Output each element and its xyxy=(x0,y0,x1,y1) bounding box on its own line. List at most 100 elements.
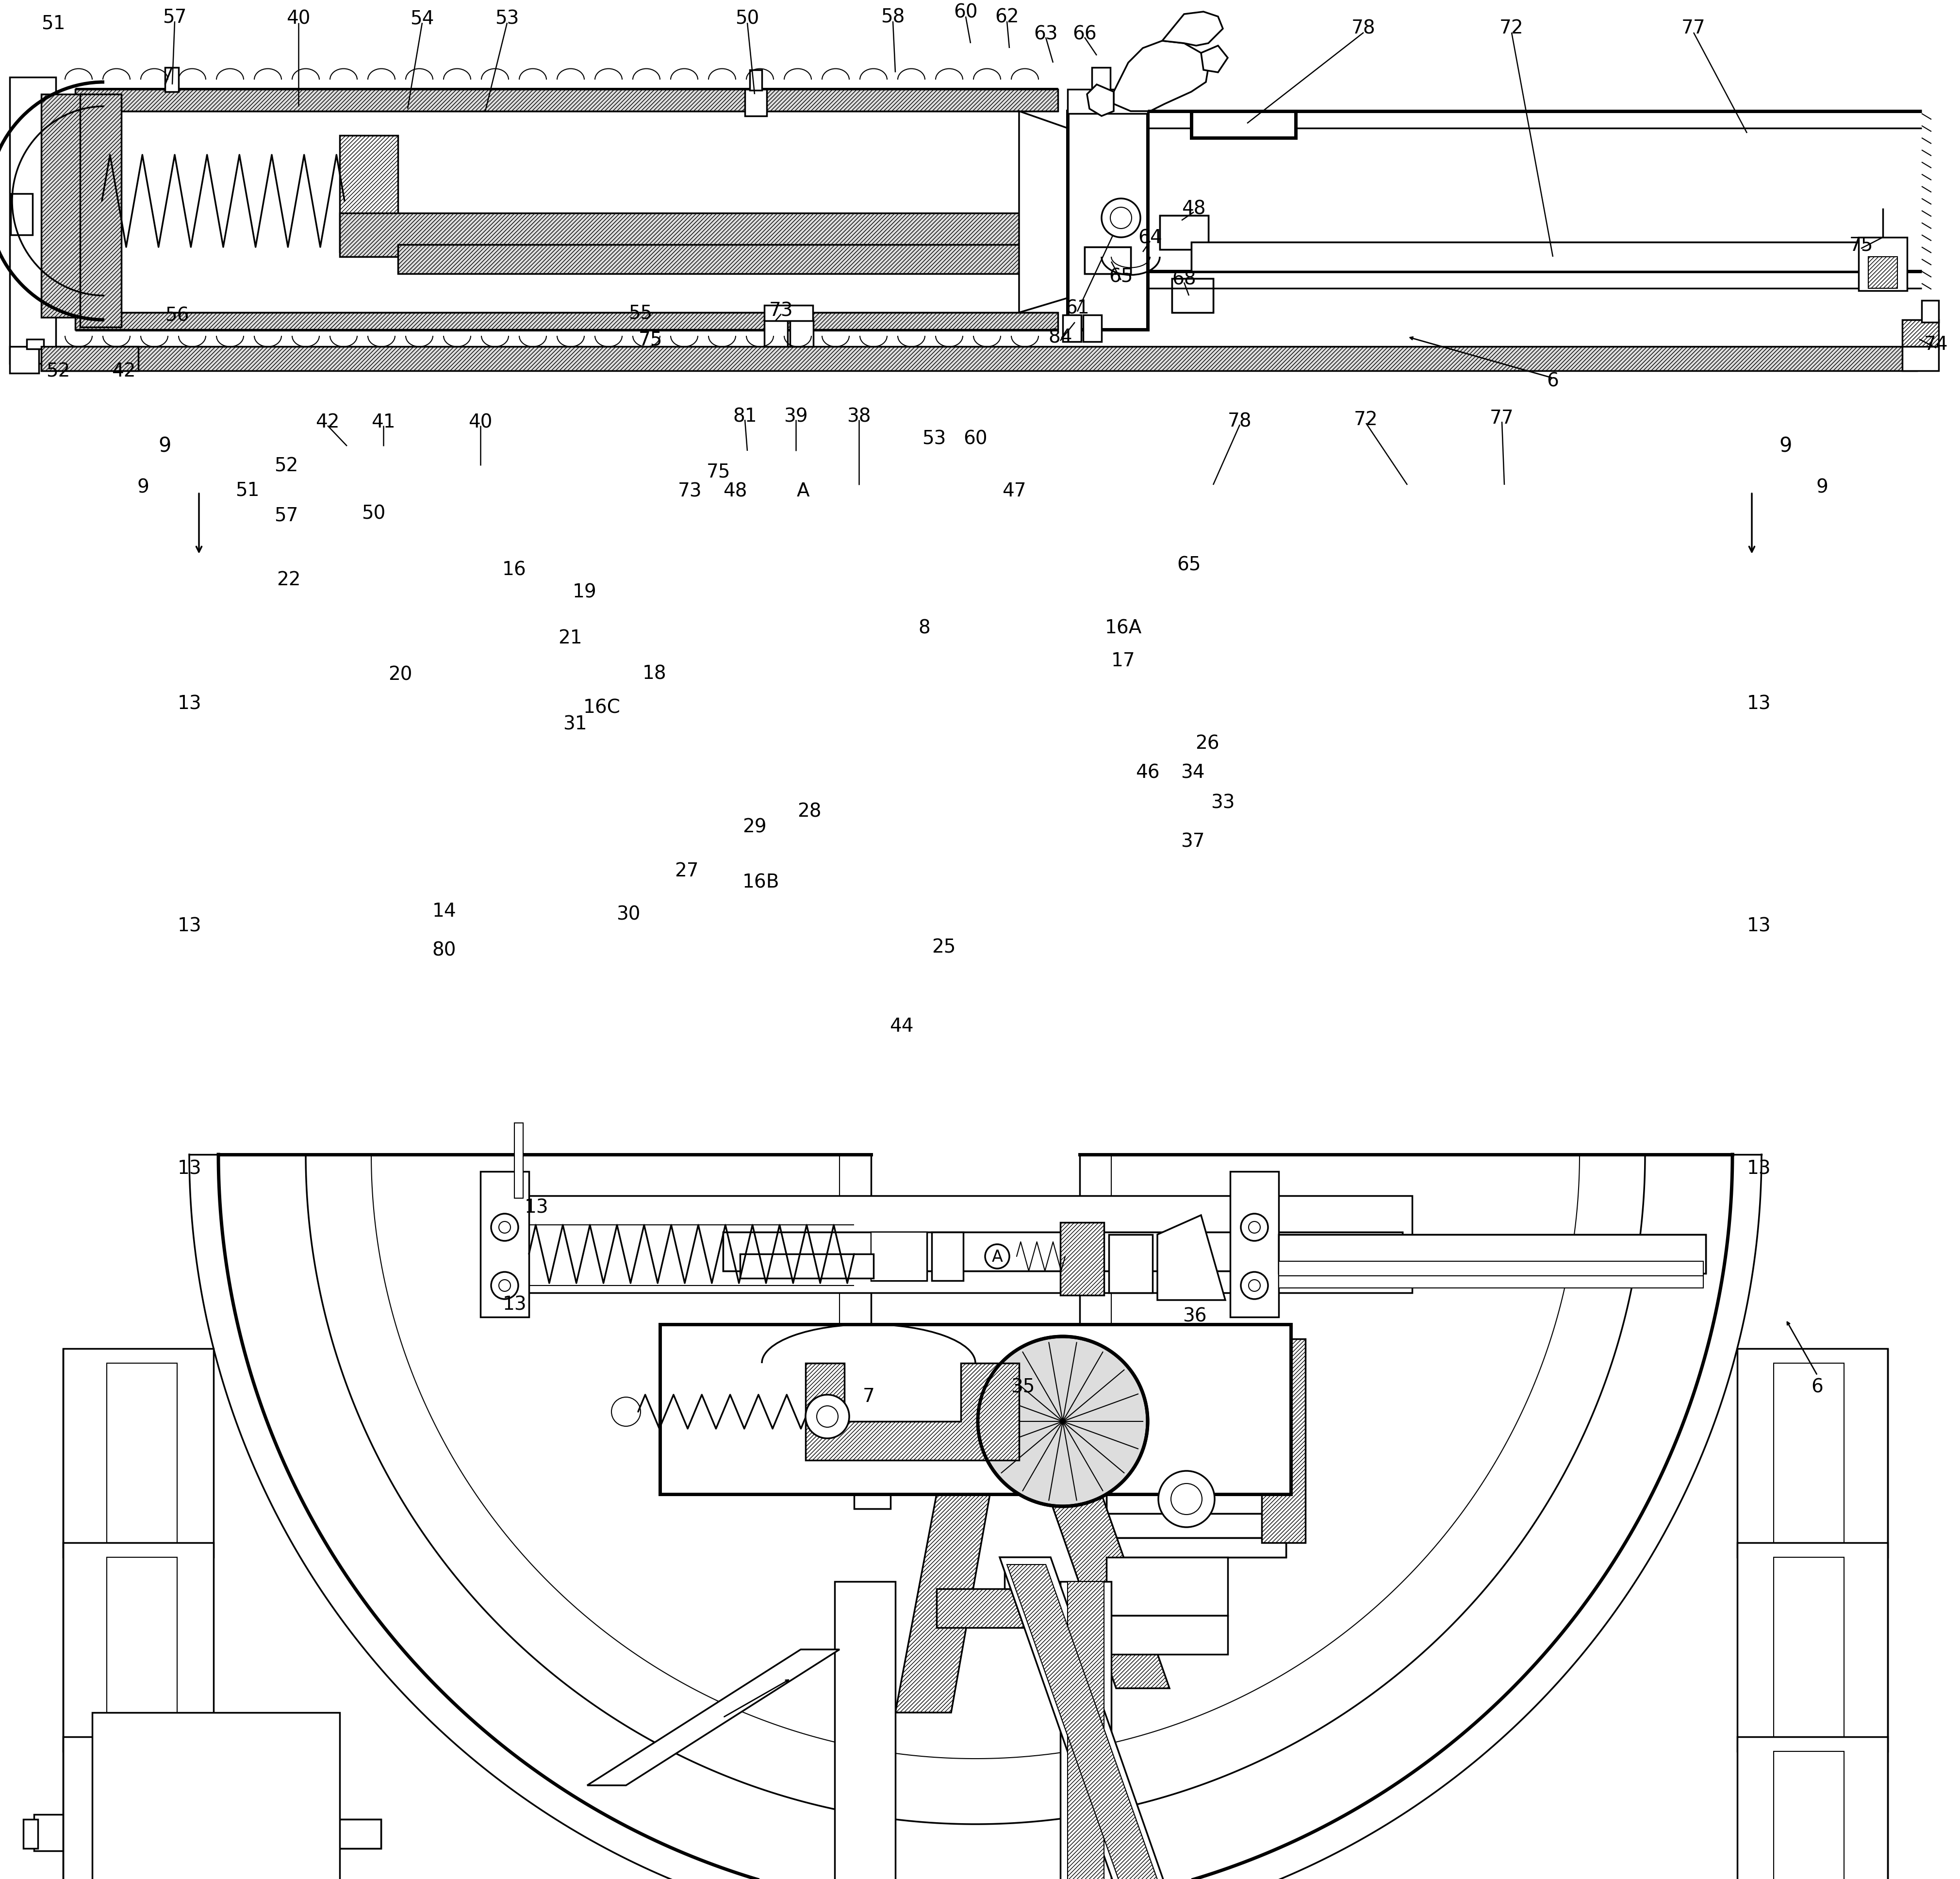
Text: 51: 51 xyxy=(41,13,65,32)
Text: 63: 63 xyxy=(1033,24,1058,43)
Text: 38: 38 xyxy=(847,408,870,425)
Bar xyxy=(1903,319,1938,349)
Bar xyxy=(1005,1561,1043,1590)
Text: 13: 13 xyxy=(523,1197,549,1216)
Text: 26: 26 xyxy=(1196,735,1219,752)
Text: 84: 84 xyxy=(1049,329,1072,346)
Text: 75: 75 xyxy=(706,462,731,481)
Text: 65: 65 xyxy=(1109,267,1133,286)
Bar xyxy=(1278,1235,1705,1274)
Bar xyxy=(751,70,762,90)
Bar xyxy=(790,319,813,348)
Text: 40: 40 xyxy=(468,413,492,432)
Bar xyxy=(41,348,139,372)
Text: 55: 55 xyxy=(629,304,653,321)
Bar xyxy=(1774,1364,1844,1543)
Bar xyxy=(835,1582,896,1879)
Bar xyxy=(514,1124,523,1199)
Text: 48: 48 xyxy=(1182,199,1205,218)
Text: 60: 60 xyxy=(955,4,978,21)
Bar xyxy=(1192,111,1296,139)
Bar xyxy=(480,1172,529,1317)
Text: 25: 25 xyxy=(931,938,956,956)
Bar xyxy=(10,194,33,235)
Text: 50: 50 xyxy=(735,9,759,28)
Bar xyxy=(63,1349,214,1558)
Bar xyxy=(870,1233,927,1281)
Bar xyxy=(937,1494,1105,1592)
Bar xyxy=(1192,111,1296,139)
Text: 16: 16 xyxy=(502,560,527,579)
Text: 13: 13 xyxy=(1746,917,1772,936)
Text: 57: 57 xyxy=(163,8,186,26)
Bar xyxy=(1084,316,1102,342)
Text: 77: 77 xyxy=(1490,410,1513,427)
Text: 13: 13 xyxy=(1746,1159,1772,1178)
Polygon shape xyxy=(1049,1494,1170,1689)
Circle shape xyxy=(978,1336,1149,1507)
Text: 53: 53 xyxy=(921,430,947,449)
Bar xyxy=(1192,242,1895,272)
Text: 48: 48 xyxy=(723,481,747,500)
Bar xyxy=(1737,1736,1887,1879)
Text: 36: 36 xyxy=(1182,1306,1207,1325)
Text: A: A xyxy=(992,1248,1004,1265)
Text: 14: 14 xyxy=(431,902,457,921)
Bar xyxy=(1105,1616,1227,1654)
Bar xyxy=(1068,1582,1103,1879)
Bar xyxy=(165,68,178,92)
Text: 54: 54 xyxy=(410,9,435,28)
Polygon shape xyxy=(1007,1565,1201,1879)
Circle shape xyxy=(986,1244,1009,1268)
Text: 6: 6 xyxy=(1546,372,1558,391)
Bar xyxy=(745,90,766,116)
Bar xyxy=(870,1233,927,1281)
Bar xyxy=(74,90,1058,111)
Polygon shape xyxy=(1000,1558,1207,1879)
Text: 29: 29 xyxy=(743,817,766,836)
Text: 52: 52 xyxy=(274,457,298,475)
Bar xyxy=(1084,248,1131,274)
Text: 13: 13 xyxy=(502,1295,527,1313)
Text: 13: 13 xyxy=(176,693,202,712)
Bar xyxy=(1774,1558,1844,1736)
Bar xyxy=(73,1819,380,1849)
Circle shape xyxy=(500,1221,510,1233)
Circle shape xyxy=(1241,1214,1268,1240)
Bar xyxy=(1060,1223,1103,1295)
Bar xyxy=(723,1233,1403,1270)
Bar xyxy=(1278,1235,1705,1274)
Text: 9: 9 xyxy=(137,479,149,496)
Text: 80: 80 xyxy=(431,941,457,958)
Text: 13: 13 xyxy=(176,1159,202,1178)
Text: 73: 73 xyxy=(678,481,702,500)
Text: 64: 64 xyxy=(1139,229,1162,246)
Bar xyxy=(106,1364,176,1543)
Bar xyxy=(41,348,1917,372)
Bar xyxy=(486,1195,1411,1293)
Bar xyxy=(1068,90,1149,115)
Text: 66: 66 xyxy=(1072,24,1098,43)
Text: 56: 56 xyxy=(165,306,188,325)
Text: 77: 77 xyxy=(1682,19,1705,38)
Bar xyxy=(1160,216,1207,250)
Bar xyxy=(855,1466,890,1509)
Bar xyxy=(1102,1537,1286,1558)
Text: 53: 53 xyxy=(496,9,519,28)
Text: 58: 58 xyxy=(880,8,906,26)
Text: 20: 20 xyxy=(388,665,412,684)
Polygon shape xyxy=(1113,41,1207,111)
Bar xyxy=(786,1452,825,1492)
Text: 51: 51 xyxy=(235,481,259,500)
Text: 9: 9 xyxy=(1817,479,1829,496)
Bar xyxy=(764,306,813,321)
Bar xyxy=(1231,1172,1278,1317)
Text: 22: 22 xyxy=(276,571,300,588)
Text: 19: 19 xyxy=(572,582,596,601)
Text: 50: 50 xyxy=(363,504,386,522)
Bar xyxy=(1774,1751,1844,1879)
Circle shape xyxy=(806,1394,849,1439)
Text: 65: 65 xyxy=(1176,556,1201,575)
Bar xyxy=(1172,278,1213,314)
Polygon shape xyxy=(1201,47,1227,73)
